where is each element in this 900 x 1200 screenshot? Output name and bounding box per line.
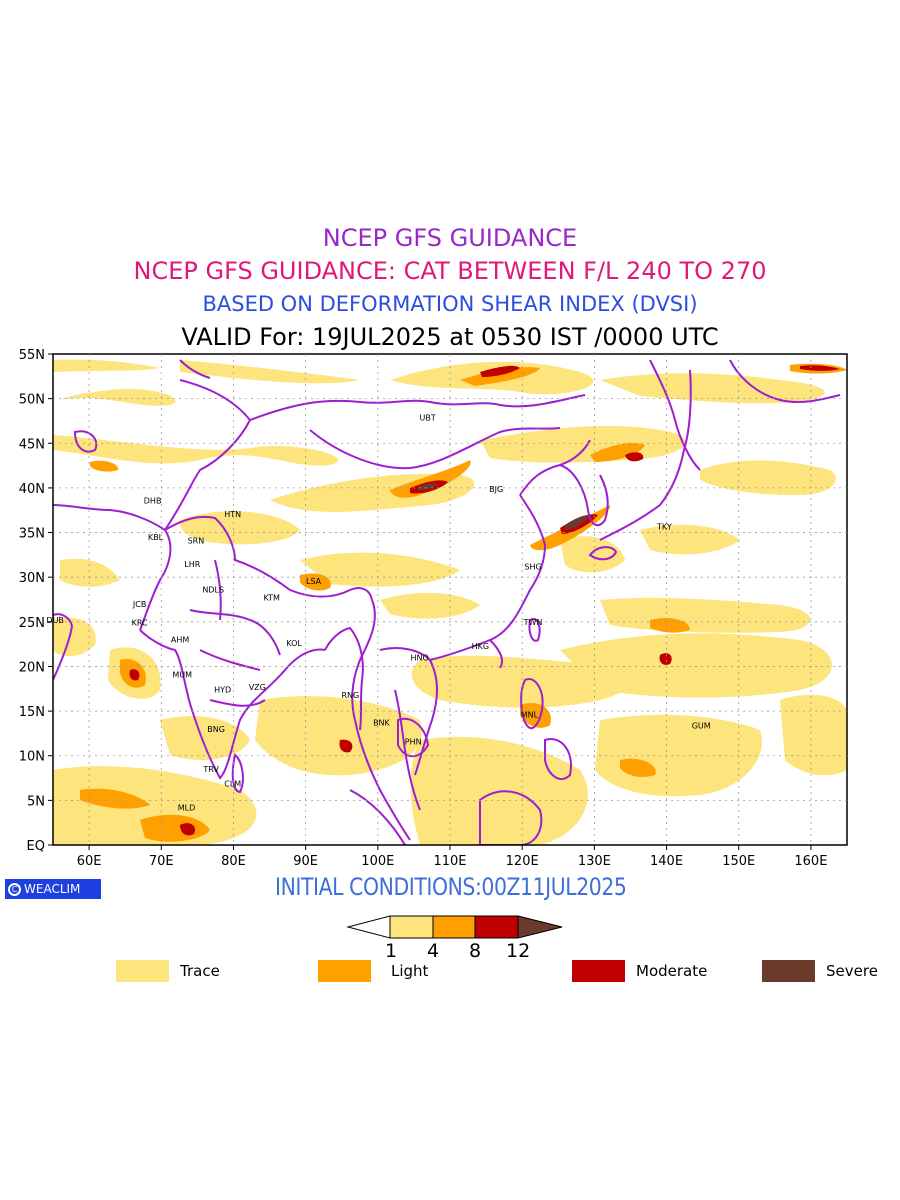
station-label-bng: BNG (207, 725, 225, 734)
station-label-mnl: MNL (521, 711, 539, 720)
lat-tick-label: 40N (19, 482, 45, 497)
severe-areas (418, 483, 590, 530)
station-label-ktm: KTM (263, 594, 280, 603)
lon-tick-label: 140E (650, 854, 683, 869)
legend-label-moderate: Moderate (636, 962, 708, 980)
station-label-twn: TWN (523, 618, 543, 627)
lat-tick-label: 10N (19, 750, 45, 765)
station-label-dub: DUB (46, 616, 64, 625)
legend-swatch-moderate (572, 960, 625, 982)
colorbar-segment-moderate (474, 915, 519, 939)
lon-tick-label: 80E (221, 854, 246, 869)
cat-map: 55N 50N 45N 40N 35N 30N 25N 20N 15N 10N 5N EQ 60E 70E… (19, 348, 848, 939)
station-label-mum: MUM (172, 670, 192, 679)
lon-tick-label: 100E (361, 854, 394, 869)
title-valid-time: VALID For: 19JUL2025 at 0530 IST /0000 U… (181, 323, 719, 351)
lon-tick-label: 160E (794, 854, 827, 869)
lat-tick-label: 35N (19, 527, 45, 542)
station-label-kbl: KBL (148, 533, 164, 542)
title-line-3: BASED ON DEFORMATION SHEAR INDEX (DVSI) (202, 292, 698, 316)
axes: 55N 50N 45N 40N 35N 30N 25N 20N 15N 10N 5N EQ 60E 70E… (19, 348, 828, 869)
colorbar-segment-trace (389, 915, 434, 939)
station-label-srn: SRN (188, 537, 205, 546)
station-label-kol: KOL (286, 639, 302, 648)
station-label-bjg: BJG (489, 485, 503, 494)
title-line-2: NCEP GFS GUIDANCE: CAT BETWEEN F/L 240 T… (133, 257, 767, 285)
station-label-hno: HNO (411, 654, 429, 663)
station-label-trv: TRV (202, 765, 219, 774)
station-label-shg: SHG (524, 562, 541, 571)
station-label-lsa: LSA (306, 577, 322, 586)
station-label-vzg: VZG (249, 683, 266, 692)
colorbar (346, 915, 563, 939)
colorbar-level-4: 4 (427, 940, 440, 962)
station-label-ahm: AHM (171, 636, 189, 645)
weaclim-logo: C WEACLIM (5, 879, 101, 899)
gridlines (53, 354, 847, 845)
lon-tick-label: 70E (149, 854, 174, 869)
station-label-hyd: HYD (214, 686, 231, 695)
station-label-mld: MLD (178, 804, 196, 813)
colorbar-high-arrow (517, 915, 563, 939)
station-label-ubt: UBT (420, 413, 436, 422)
boundaries (53, 359, 841, 845)
legend-swatch-severe (762, 960, 815, 982)
lon-tick-label: 90E (293, 854, 318, 869)
station-label-clm: CLM (224, 779, 241, 788)
colorbar-segment-light (432, 915, 476, 939)
colorbar-level-8: 8 (469, 940, 482, 962)
lon-tick-label: 110E (433, 854, 466, 869)
station-label-lhr: LHR (184, 560, 200, 569)
colorbar-level-1: 1 (385, 940, 398, 962)
lat-tick-label: EQ (27, 839, 45, 854)
map-field (53, 359, 847, 845)
station-label-gum: GUM (692, 721, 711, 730)
lat-tick-label: 45N (19, 437, 45, 452)
logo-text: WEACLIM (24, 882, 81, 896)
lon-tick-label: 130E (578, 854, 611, 869)
legend-label-trace: Trace (180, 962, 220, 980)
station-label-bnk: BNK (373, 719, 390, 728)
station-label-htn: HTN (224, 510, 241, 519)
lat-tick-label: 20N (19, 660, 45, 675)
lat-tick-label: 55N (19, 348, 45, 363)
station-label-rng: RNG (342, 691, 360, 700)
station-label-dhb: DHB (144, 496, 162, 505)
legend-label-light: Light (391, 962, 429, 980)
lon-tick-label: 120E (506, 854, 539, 869)
station-label-ndls: NDLS (202, 586, 224, 595)
colorbar-level-12: 12 (506, 940, 531, 962)
station-label-jcb: JCB (132, 600, 146, 609)
lat-tick-label: 5N (27, 794, 45, 809)
colorbar-low-arrow (346, 915, 391, 939)
lat-tick-label: 25N (19, 616, 45, 631)
legend-swatch-light (318, 960, 371, 982)
station-labels: UBT BJG TKY SHG TWN HKG HNO MNL GUM BNK PHN RNG DHB H… (46, 413, 710, 812)
station-label-tky: TKY (656, 522, 672, 531)
legend-swatch-trace (116, 960, 169, 982)
lat-tick-label: 15N (19, 705, 45, 720)
title-line-1: NCEP GFS GUIDANCE (322, 224, 578, 252)
lat-tick-label: 50N (19, 393, 45, 408)
legend-label-severe: Severe (826, 962, 878, 980)
lat-tick-label: 30N (19, 571, 45, 586)
lon-tick-label: 150E (722, 854, 755, 869)
station-label-phn: PHN (405, 737, 422, 746)
station-label-hkg: HKG (472, 642, 489, 651)
copyright-icon: C (8, 882, 21, 896)
station-label-krc: KRC (132, 619, 148, 628)
initial-conditions: INITIAL CONDITIONS:00Z11JUL2025 (275, 873, 627, 901)
lon-tick-label: 60E (77, 854, 102, 869)
